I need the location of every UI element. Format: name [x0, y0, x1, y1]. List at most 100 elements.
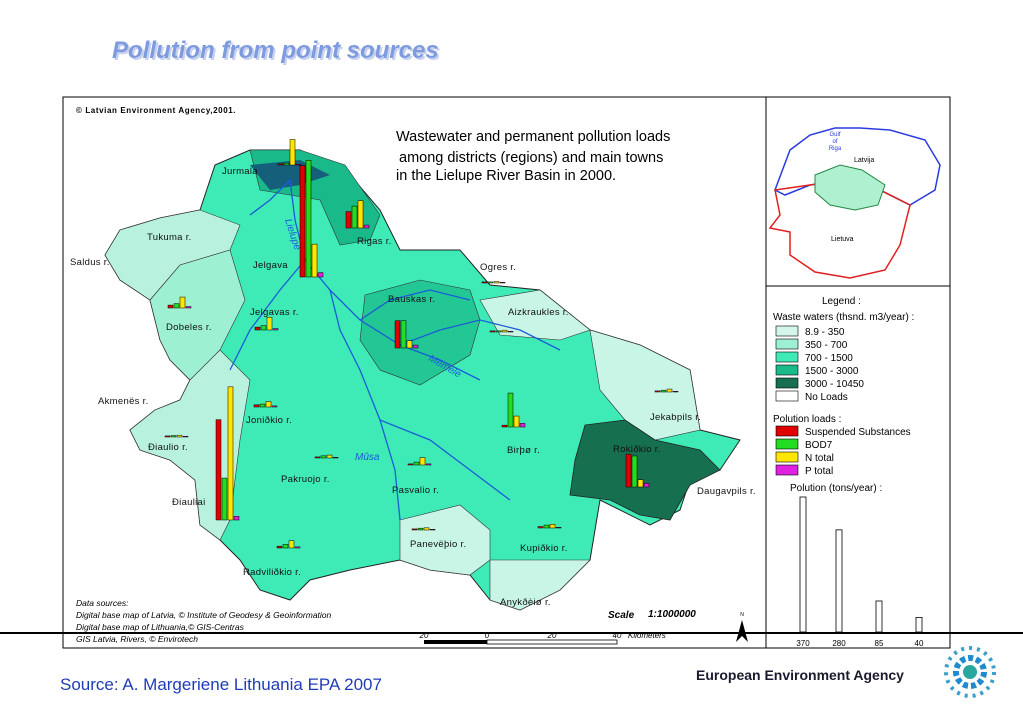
scale-tick: 0	[485, 631, 490, 640]
legend-swatch	[775, 451, 799, 463]
scale-segment	[424, 640, 487, 644]
district-label: Dobeles r.	[166, 322, 212, 333]
load-bar	[357, 200, 364, 229]
legend-label: 3000 - 10450	[805, 379, 864, 390]
scale-tick: 20	[547, 631, 557, 640]
title: Pollution from point sources	[112, 37, 439, 64]
legend-swatch	[775, 390, 799, 402]
scale-segment	[486, 639, 618, 645]
legend-label: 700 - 1500	[805, 353, 853, 364]
district-label: Jelgava	[253, 260, 288, 271]
legend-swatch	[775, 338, 799, 350]
load-bar	[299, 165, 306, 278]
district-label: Joniðkio r.	[246, 415, 292, 426]
load-bar	[400, 320, 407, 349]
legend-label: 350 - 700	[805, 340, 848, 351]
load-bar	[501, 329, 508, 333]
title-shadow: Pollution from point sources	[114, 39, 441, 66]
load-bar	[282, 544, 289, 549]
load-bar	[317, 272, 324, 278]
district-label: Panevëþio r.	[410, 539, 466, 550]
load-bar	[394, 320, 401, 349]
copyright: © Latvian Environment Agency,2001.	[76, 106, 236, 115]
district-label: Daugavpils r.	[697, 486, 756, 497]
district-label: Akmenës r.	[98, 396, 149, 407]
load-bar	[277, 163, 284, 166]
district-area	[569, 419, 721, 521]
scale-label: Scale	[608, 610, 635, 621]
district-label: Radviliðkio r.	[243, 567, 301, 578]
scale-value-bar	[799, 496, 807, 633]
district-label: Rigas r.	[357, 236, 392, 247]
load-bar	[283, 162, 290, 166]
load-bar	[164, 435, 171, 438]
legend-label: 1500 - 3000	[805, 366, 859, 377]
load-bar	[493, 281, 500, 284]
load-bar	[295, 164, 302, 166]
load-bar	[179, 296, 186, 309]
district-label: Pakruojo r.	[281, 474, 330, 485]
organization: European Environment Agency	[696, 667, 904, 683]
load-bar	[265, 401, 272, 408]
legend-heading: Polution loads :	[773, 414, 841, 425]
inset-label: Gulf	[829, 132, 840, 138]
district-label: Pasvalio r.	[392, 485, 439, 496]
legend-swatch	[775, 425, 799, 437]
load-bar	[654, 390, 661, 393]
legend-swatch	[775, 438, 799, 450]
load-bar	[543, 524, 550, 529]
source: Source: A. Margeriene Lithuania EPA 2007	[60, 675, 382, 694]
load-bar	[215, 419, 222, 521]
sources-line: Data sources:	[76, 598, 129, 608]
load-bar	[507, 392, 514, 428]
load-bar	[423, 527, 430, 531]
load-bar	[631, 455, 638, 488]
load-bar	[320, 455, 327, 459]
district-label: Ðiauliai	[172, 497, 206, 508]
scale-bar: Scale 1:1000000 20 0 20 40 Kilometers N	[419, 609, 748, 645]
map-heading: Wastewater and permanent pollution loads	[396, 129, 670, 145]
load-bar	[513, 415, 520, 428]
load-bar	[289, 139, 296, 166]
district-label: Saldus r.	[70, 257, 110, 268]
load-bar	[288, 540, 295, 549]
scale-tick: 20	[419, 631, 429, 640]
map-heading: in the Lielupe River Basin in 2000.	[396, 168, 616, 184]
district-label: Birþø r.	[507, 445, 540, 456]
rivers	[229, 179, 561, 521]
inset-label: Lietuva	[831, 236, 854, 243]
load-bar	[666, 388, 673, 393]
load-bar	[429, 529, 436, 531]
legend-swatch	[775, 325, 799, 337]
district-area	[399, 504, 491, 576]
legend-label: P total	[805, 466, 833, 477]
eea-logo	[944, 646, 996, 698]
load-bar	[413, 461, 420, 466]
scale-value-label: 85	[875, 639, 884, 648]
load-bar	[417, 527, 424, 531]
inset-label: Latvija	[854, 157, 874, 164]
load-bar	[501, 424, 508, 428]
load-bar	[499, 282, 506, 284]
district-area	[104, 209, 241, 301]
load-bar	[314, 456, 321, 459]
legend-swatch	[775, 464, 799, 476]
legend-label: No Loads	[805, 392, 848, 403]
load-bar	[419, 457, 426, 466]
scale-tick: 40	[613, 631, 622, 640]
load-bar	[167, 304, 174, 309]
inset-label: Riga	[829, 146, 842, 152]
district-area	[359, 279, 481, 386]
load-bar	[481, 281, 488, 284]
district-label: Jekabpils r.	[650, 412, 701, 423]
scale-value-bar	[875, 600, 883, 633]
load-bar	[412, 344, 419, 349]
scale-value-label: 370	[796, 639, 810, 648]
load-bar	[221, 477, 228, 521]
legend-heading: Waste waters (thsnd. m3/year) :	[773, 312, 914, 323]
river-label: Mûsa	[355, 452, 380, 463]
legend: Legend : Waste waters (thsnd. m3/year) :…	[773, 296, 924, 648]
load-bar	[170, 435, 177, 438]
sources-line: Digital base map of Latvia, © Institute …	[76, 610, 332, 620]
